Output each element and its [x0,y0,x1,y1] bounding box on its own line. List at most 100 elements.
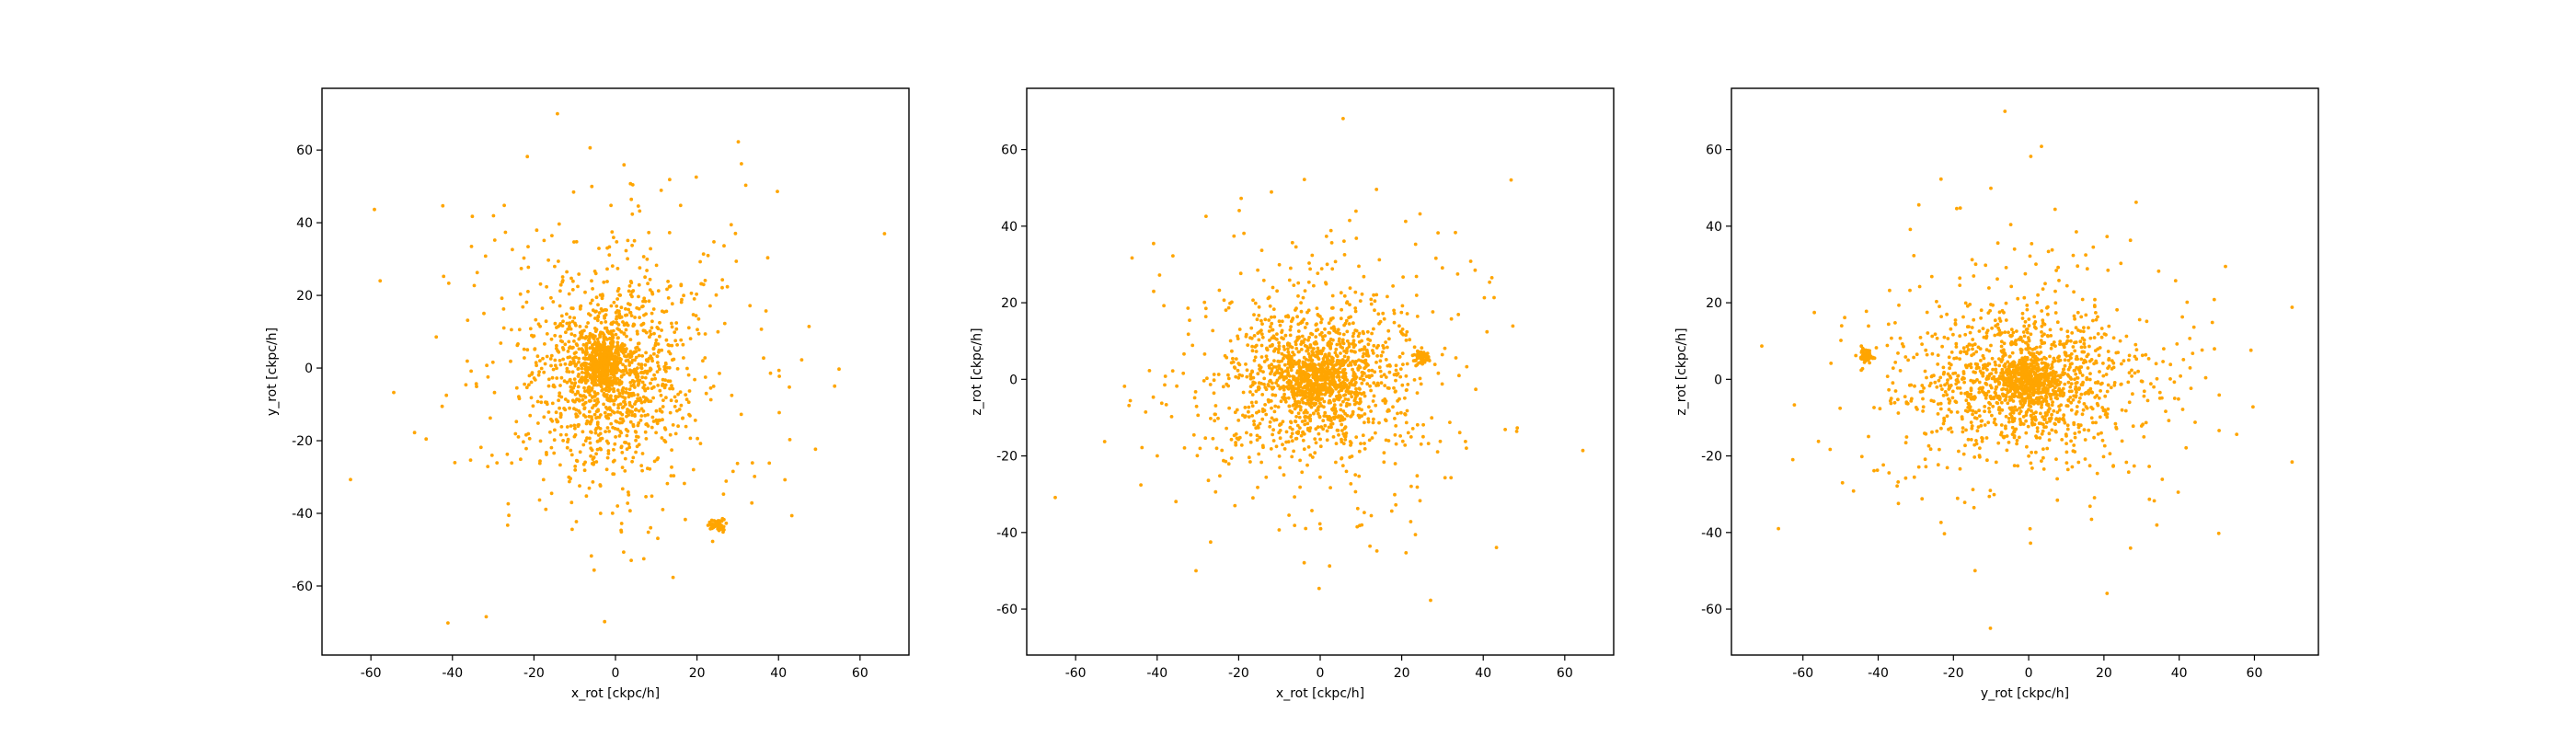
data-point [1972,317,1976,322]
data-point [2096,332,2100,336]
data-point [1287,353,1292,357]
data-point [1371,349,1374,352]
data-point [693,419,697,422]
data-point [1309,405,1314,409]
data-point [665,481,670,486]
data-point [1247,415,1251,419]
data-point [1382,451,1386,454]
data-point [392,390,396,395]
data-point [1328,564,1332,569]
data-point [1250,370,1254,374]
data-point [533,347,537,351]
data-point [1896,411,1901,415]
data-point [1357,264,1361,269]
data-point [571,190,576,194]
data-point [712,240,716,244]
data-point [1358,376,1363,381]
data-point [1291,316,1295,320]
data-point [1344,318,1349,323]
data-point [558,384,562,387]
data-point [646,359,650,363]
data-point [2042,332,2046,337]
data-point [2041,399,2045,404]
data-point [1254,350,1259,353]
data-point [1430,416,1434,420]
data-point [2042,379,2047,384]
data-point [1304,526,1308,531]
data-point [608,362,613,367]
data-point [2111,361,2116,365]
data-point [621,320,625,324]
data-point [2053,390,2058,394]
data-point [1190,343,1195,348]
data-point [474,382,478,386]
data-point [2038,436,2042,440]
data-point [1338,342,1342,346]
data-point [729,223,733,227]
data-point [1270,315,1273,319]
data-point [1335,397,1340,401]
data-point [1363,364,1368,369]
data-point [2049,416,2053,420]
data-point [574,351,578,354]
data-point [595,318,600,323]
data-point [2079,345,2084,350]
data-point [788,385,791,389]
data-point [1247,405,1251,409]
data-point [1947,408,1951,412]
x-tick-label: 40 [1475,666,1491,681]
data-point [1420,346,1424,350]
data-point [1163,374,1167,378]
data-point [1286,347,1290,351]
data-point [1280,368,1283,372]
data-point [1373,370,1377,374]
data-point [1317,522,1322,526]
data-point [615,304,619,308]
data-point [1212,373,1216,376]
data-point [593,353,598,358]
data-point [585,436,589,441]
data-point [2030,417,2035,420]
data-point [1998,319,2003,323]
data-point [1357,339,1362,344]
data-point [1399,410,1403,415]
data-point [1867,324,1870,328]
data-point [1234,374,1238,379]
data-point [1415,354,1420,358]
data-point [2085,406,2089,410]
data-point [1311,375,1316,379]
data-point [607,430,611,433]
data-point [1972,370,1976,374]
data-point [1348,286,1352,290]
data-point [655,370,660,374]
data-point [603,326,607,330]
data-point [535,354,540,359]
data-point [1237,328,1242,331]
data-point [1415,362,1420,367]
data-point [2002,371,2007,375]
data-point [1961,430,1965,434]
data-point [698,259,702,264]
data-point [1958,334,1962,339]
data-point [1936,402,1940,406]
data-point [616,406,620,410]
data-point [1983,409,1987,413]
data-point [1448,420,1452,424]
data-point [2072,420,2076,425]
data-point [633,358,637,362]
data-point [638,419,643,422]
data-point [617,434,622,438]
data-point [1997,381,2002,385]
data-point [569,389,573,393]
data-point [2055,320,2060,325]
data-point [2026,385,2030,390]
data-point [606,378,611,383]
data-point [604,430,607,433]
data-point [1972,416,1977,420]
data-point [1257,452,1261,456]
data-point [1427,359,1432,362]
data-point [1295,382,1300,386]
data-point [609,304,614,308]
data-point [1299,309,1304,314]
data-point [631,455,636,460]
